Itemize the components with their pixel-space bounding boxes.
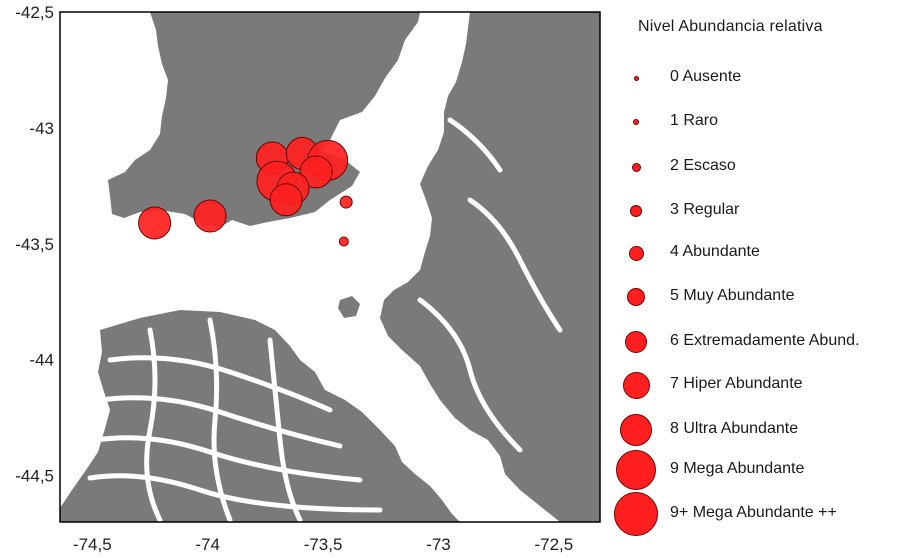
legend-item: 2 Escaso [608, 155, 908, 185]
legend-label: 1 Raro [670, 112, 719, 129]
legend-label: 8 Ultra Abundante [670, 420, 799, 437]
legend-circle-icon [630, 205, 642, 217]
mainland [380, 12, 600, 522]
legend: Nivel Abundancia relativa 0 Ausente 1 Rar… [608, 0, 913, 558]
legend-circle-icon [627, 288, 645, 306]
x-axis: -74,5 -74 -73,5 -73 -72,5 [73, 535, 573, 554]
legend-label: 4 Abundante [670, 243, 760, 260]
legend-label: 7 Hiper Abundante [670, 375, 803, 392]
map-border [59, 11, 601, 523]
legend-item: 4 Abundante [608, 241, 908, 271]
abundance-point [299, 155, 333, 189]
small-island [338, 296, 360, 318]
abundance-points [138, 136, 353, 247]
legend-label: 9+ Mega Abundante ++ [670, 504, 837, 521]
archipelago-channels [87, 117, 563, 522]
y-tick-label: -44,5 [15, 467, 54, 486]
legend-circle-icon [631, 162, 641, 172]
legend-item: 3 Regular [608, 199, 908, 229]
x-tick-label: -72,5 [534, 535, 573, 554]
x-tick-label: -74,5 [73, 535, 112, 554]
legend-circle-icon [620, 414, 652, 446]
legend-circle-icon [622, 371, 650, 399]
x-tick-label: -73,5 [304, 535, 343, 554]
legend-label: 5 Muy Abundante [670, 287, 795, 304]
legend-title: Nivel Abundancia relativa [638, 18, 823, 35]
legend-label: 3 Regular [670, 201, 740, 218]
abundance-point [138, 206, 172, 240]
legend-label: 2 Escaso [670, 157, 736, 174]
legend-label: 9 Mega Abundante [670, 460, 805, 477]
legend-label: 6 Extremadamente Abund. [670, 332, 860, 349]
legend-circle-icon [633, 75, 639, 81]
y-axis: -42,5 -43 -43,5 -44 -44,5 [15, 3, 54, 486]
x-tick-label: -73 [426, 535, 451, 554]
legend-circle-icon [614, 492, 658, 536]
legend-item: 8 Ultra Abundante [608, 414, 908, 448]
abundance-point [193, 199, 227, 233]
legend-label: 0 Ausente [670, 68, 742, 85]
y-tick-label: -43,5 [15, 235, 54, 254]
legend-item: 9+ Mega Abundante ++ [608, 492, 908, 536]
legend-circle-icon [628, 245, 644, 261]
legend-circle-icon [633, 119, 639, 125]
abundance-point [269, 183, 303, 217]
legend-item: 7 Hiper Abundante [608, 371, 908, 403]
legend-item: 6 Extremadamente Abund. [608, 330, 908, 360]
y-tick-label: -43 [29, 119, 54, 138]
abundance-point [339, 195, 353, 209]
x-tick-label: -74 [195, 535, 220, 554]
y-tick-label: -44 [29, 351, 54, 370]
legend-item: 1 Raro [608, 110, 908, 140]
abundance-map: -74,5 -74 -73,5 -73 -72,5 -42,5-43-43,5-44-4… [15, 3, 601, 554]
legend-item: 5 Muy Abundante [608, 285, 908, 315]
y-tick-label: -42,5 [15, 3, 54, 22]
legend-item: 0 Ausente [608, 66, 908, 96]
legend-circle-icon [625, 331, 647, 353]
chonos-archipelago [60, 310, 460, 522]
legend-item: 9 Mega Abundante [608, 450, 908, 490]
legend-circle-icon [616, 450, 656, 490]
abundance-point [338, 236, 349, 247]
